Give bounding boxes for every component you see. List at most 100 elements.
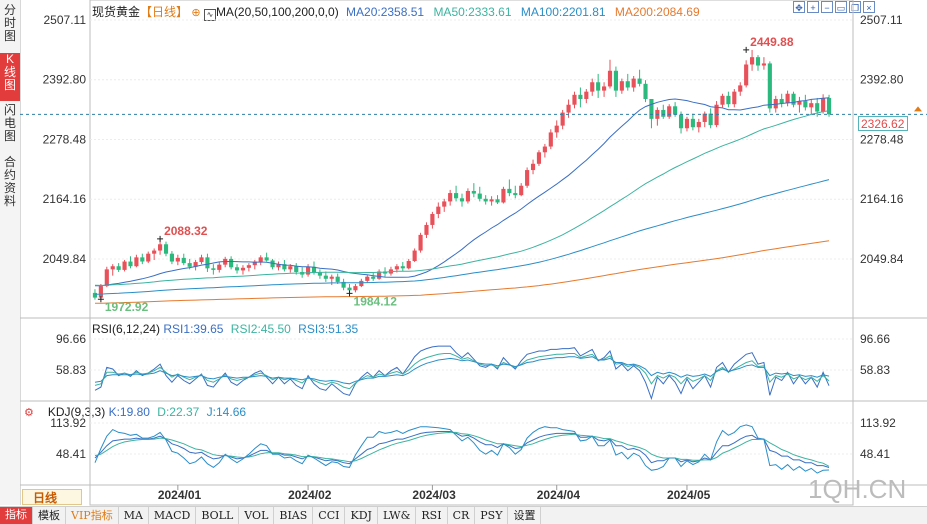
tab-5[interactable]: BOLL (196, 507, 240, 524)
candle-body (815, 103, 820, 112)
annotation-marker (97, 296, 104, 303)
sidebar-tab-label: 闪电图 (3, 103, 16, 143)
candle-body (412, 250, 417, 262)
kdj-header: ⚙ KDJ(9,3,3) K:19.80 D:22.37 J:14.66 (24, 405, 246, 419)
annotation-label: 1984.12 (354, 294, 398, 308)
candle-body (501, 188, 506, 203)
candle-body (418, 234, 423, 251)
candle-body (548, 132, 553, 147)
candle-body (584, 91, 589, 99)
candle-body (424, 224, 429, 235)
zoom-out-icon[interactable]: − (821, 1, 833, 13)
candle-body (596, 82, 601, 91)
ma50-line (94, 110, 830, 286)
tab-1[interactable]: 模板 (33, 507, 66, 524)
candle-body (448, 193, 453, 202)
last-price-tag: 2326.62 (858, 116, 908, 131)
candle-body (649, 98, 654, 119)
annotation-label: 1972.92 (105, 300, 149, 314)
sidebar-tab-label: 分时图 (3, 3, 16, 43)
candle-body (738, 85, 743, 92)
tab-2[interactable]: VIP指标 (66, 507, 119, 524)
chart-canvas[interactable]: 2088.32 1972.92 1984.12 2449.88 2507.11 2507… (0, 0, 927, 506)
candle-body (643, 83, 648, 99)
tab-7[interactable]: BIAS (274, 507, 314, 524)
tab-13[interactable]: PSY (475, 507, 509, 524)
kdj-line-d (94, 431, 830, 467)
kdj-tick-right: 113.92 (860, 416, 896, 430)
annotation-label: 2449.88 (750, 35, 794, 49)
ma200-value: MA200:2084.69 (614, 5, 700, 19)
candle-body (341, 281, 346, 288)
rsi-tick-left: 96.66 (56, 332, 86, 346)
period-button[interactable]: 日线 (22, 489, 82, 505)
candle-body (489, 199, 494, 202)
candle-body (110, 266, 115, 270)
restore-icon[interactable]: ❐ (849, 1, 861, 13)
kdj-tick-left: 48.41 (56, 447, 86, 461)
candle-body (791, 93, 796, 105)
ma20-line (94, 97, 830, 287)
candle-body (158, 244, 163, 251)
candle-body (673, 106, 678, 115)
tab-12[interactable]: CR (448, 507, 476, 524)
candle-body (347, 287, 352, 291)
candle-body (258, 257, 263, 262)
tab-8[interactable]: CCI (313, 507, 346, 524)
sidebar-tab-flash[interactable]: 闪电图 (0, 104, 20, 143)
kdj-line-j (94, 424, 830, 474)
zoom-in-icon[interactable]: + (807, 1, 819, 13)
watermark: 1QH.CN (808, 474, 907, 504)
candle-body (785, 93, 790, 104)
settings-icon[interactable]: ⊕ (191, 7, 201, 19)
d-value: D:22.37 (157, 405, 200, 419)
kdj-settings-icon[interactable]: ⚙ (24, 407, 34, 419)
candle-body (507, 188, 512, 194)
candle-body (708, 113, 713, 126)
x-tick-label: 2024/02 (288, 488, 332, 502)
candle-body (234, 267, 240, 271)
j-value: J:14.66 (206, 405, 247, 419)
sidebar-tab-contract-info[interactable]: 合约资料 (0, 156, 20, 208)
tab-6[interactable]: VOL (239, 507, 275, 524)
price-arrow-icon (914, 106, 922, 112)
candle-body (377, 271, 382, 279)
kdj-line-k (94, 431, 830, 468)
tab-0[interactable]: 指标 (0, 507, 33, 524)
y-tick-right: 2392.80 (860, 73, 904, 87)
candle-body (661, 109, 666, 117)
y-tick-left: 2392.80 (43, 73, 87, 87)
tab-9[interactable]: KDJ (345, 507, 378, 524)
y-tick-left: 2164.16 (43, 192, 87, 206)
candle-body (542, 146, 547, 153)
window-icon[interactable]: ▭ (835, 1, 847, 13)
sidebar-tab-timeshare[interactable]: 分时图 (0, 4, 20, 43)
rsi-header: RSI(6,12,24) RSI1:39.65 RSI2:45.50 RSI3:… (92, 322, 358, 336)
x-tick-label: 2024/04 (537, 488, 581, 502)
candle-body (270, 260, 275, 268)
tab-11[interactable]: RSI (416, 507, 448, 524)
candle-body (696, 121, 701, 128)
candle-body (193, 262, 198, 267)
candle-body (163, 244, 169, 254)
tab-3[interactable]: MA (119, 507, 149, 524)
candle-body (495, 199, 500, 203)
tab-4[interactable]: MACD (149, 507, 197, 524)
x-tick-label: 2024/05 (667, 488, 711, 502)
candle-body (430, 213, 435, 225)
move-icon[interactable]: ✥ (793, 1, 805, 13)
candle-body (199, 257, 204, 263)
annotation-marker (743, 46, 750, 53)
rsi-tick-left: 58.83 (56, 363, 86, 377)
candle-body (329, 276, 334, 279)
tab-14[interactable]: 设置 (508, 507, 542, 524)
close-icon[interactable]: × (863, 1, 875, 13)
tab-10[interactable]: LW& (378, 507, 417, 524)
ma20-value: MA20:2358.51 (346, 5, 425, 19)
ma100-value: MA100:2201.81 (520, 5, 606, 19)
candle-body (406, 261, 411, 269)
candle-body (821, 97, 826, 112)
candle-body (714, 104, 719, 126)
